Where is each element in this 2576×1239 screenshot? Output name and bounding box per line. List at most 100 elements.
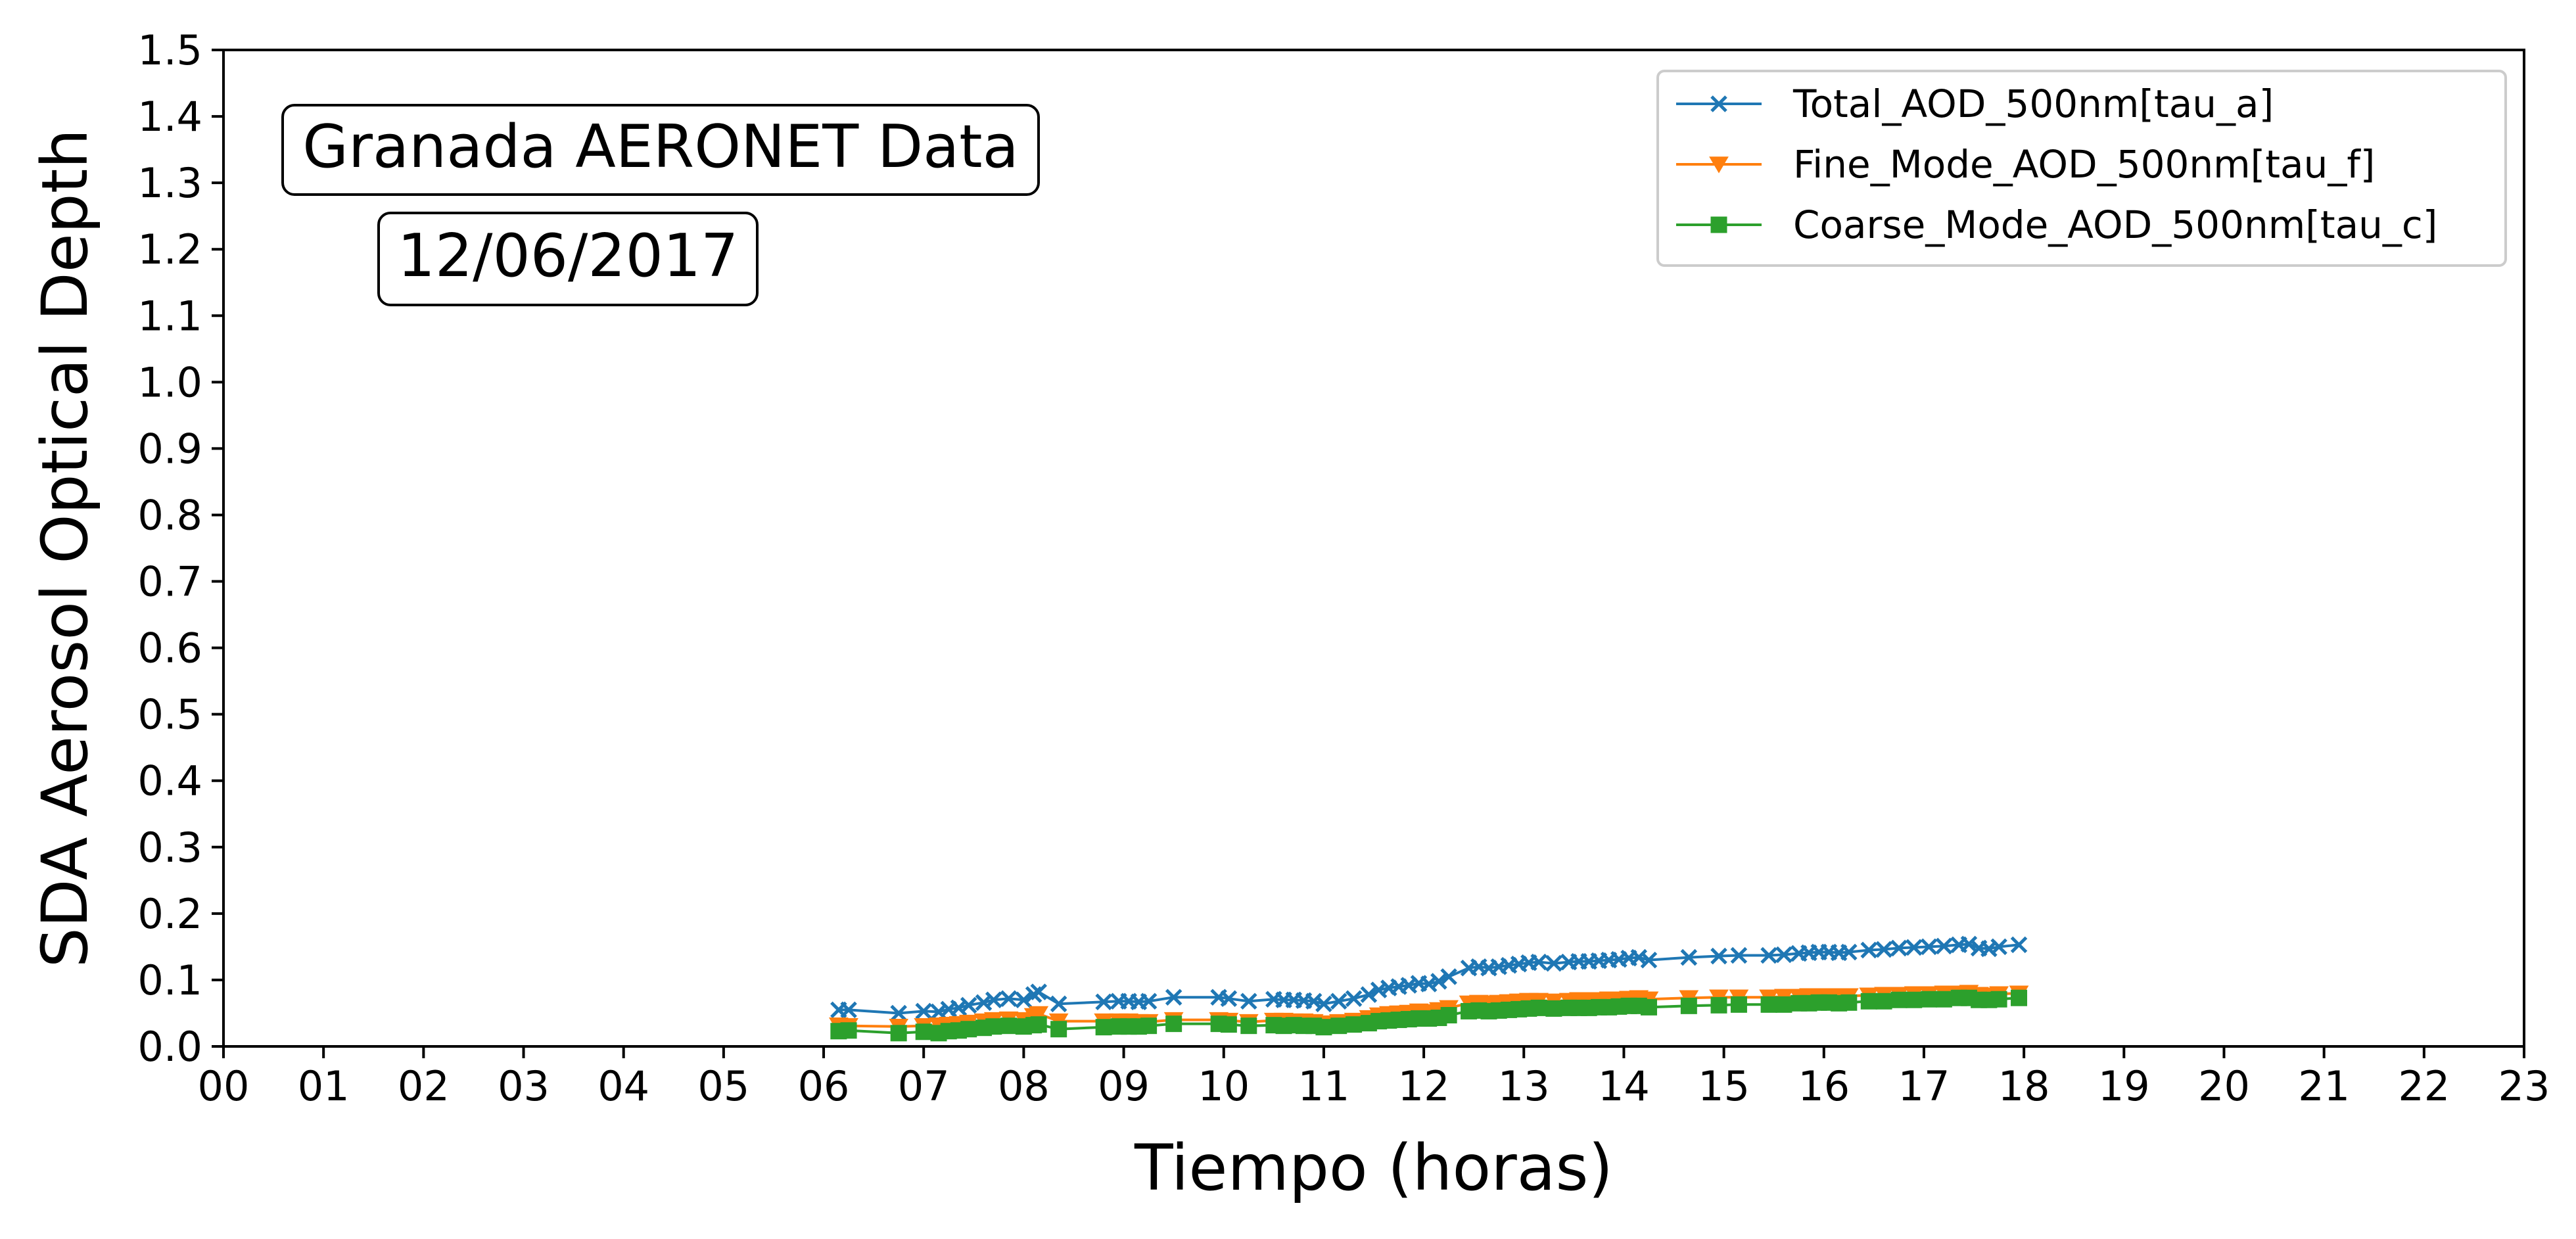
x-tick-label: 02 <box>398 1062 450 1110</box>
x-tick-label: 23 <box>2498 1062 2550 1110</box>
y-tick-label: 1.1 <box>137 292 202 340</box>
data-point-total-aod-500nm-tau-a <box>1330 993 1347 1010</box>
data-point-total-aod-500nm-tau-a <box>2010 936 2028 954</box>
data-point-coarse-mode-aod-500nm-tau-c <box>1760 996 1777 1013</box>
data-point-total-aod-500nm-tau-a <box>1095 993 1112 1011</box>
x-tick-label: 04 <box>597 1062 649 1110</box>
y-tick-label: 1.5 <box>137 26 202 74</box>
data-point-coarse-mode-aod-500nm-tau-c <box>1990 991 2007 1008</box>
legend-item-fine-mode-aod-500nm-tau-f: Fine_Mode_AOD_500nm[tau_f] <box>1676 142 2375 187</box>
data-point-coarse-mode-aod-500nm-tau-c <box>1440 1006 1457 1023</box>
y-tick-label: 1.4 <box>137 93 202 141</box>
data-point-total-aod-500nm-tau-a <box>840 1001 857 1019</box>
x-tick-label: 18 <box>1998 1062 2050 1110</box>
legend-item-total-aod-500nm-tau-a: Total_AOD_500nm[tau_a] <box>1676 82 2274 126</box>
x-tick-label: 09 <box>1098 1062 1150 1110</box>
data-point-coarse-mode-aod-500nm-tau-c <box>1545 1000 1562 1017</box>
data-point-total-aod-500nm-tau-a <box>1140 993 1158 1010</box>
annotation-date-box <box>377 212 759 306</box>
data-point-total-aod-500nm-tau-a <box>1050 995 1067 1013</box>
legend-marker <box>1710 216 1727 233</box>
data-point-total-aod-500nm-tau-a <box>1840 943 1858 961</box>
data-point-coarse-mode-aod-500nm-tau-c <box>1050 1021 1067 1038</box>
data-point-total-aod-500nm-tau-a <box>1000 990 1018 1007</box>
data-point-total-aod-500nm-tau-a <box>1030 983 1047 1000</box>
data-point-total-aod-500nm-tau-a <box>1680 948 1698 966</box>
data-point-total-aod-500nm-tau-a <box>1440 968 1457 985</box>
x-tick-label: 12 <box>1398 1062 1450 1110</box>
data-point-total-aod-500nm-tau-a <box>1875 941 1892 958</box>
series-coarse-mode-aod-500nm-tau-c <box>830 989 2028 1042</box>
x-tick-label: 03 <box>498 1062 550 1110</box>
data-point-coarse-mode-aod-500nm-tau-c <box>1875 993 1892 1010</box>
x-tick-label: 17 <box>1898 1062 1950 1110</box>
y-tick-label: 0.4 <box>137 757 202 805</box>
series-layer <box>828 935 2029 1042</box>
data-point-total-aod-500nm-tau-a <box>890 1004 907 1022</box>
data-point-total-aod-500nm-tau-a <box>1220 990 1238 1007</box>
x-tick-label: 14 <box>1598 1062 1650 1110</box>
y-tick-label: 0.1 <box>137 956 202 1004</box>
data-point-total-aod-500nm-tau-a <box>1935 937 1953 955</box>
legend-label: Total_AOD_500nm[tau_a] <box>1792 82 2274 126</box>
x-tick-label: 13 <box>1498 1062 1550 1110</box>
x-tick-label: 15 <box>1698 1062 1750 1110</box>
x-tick-label: 16 <box>1798 1062 1850 1110</box>
data-point-total-aod-500nm-tau-a <box>1730 947 1748 964</box>
x-tick-label: 20 <box>2198 1062 2250 1110</box>
y-axis-title: SDA Aerosol Optical Depth <box>28 129 102 968</box>
y-tick-label: 1.3 <box>137 159 202 207</box>
data-point-coarse-mode-aod-500nm-tau-c <box>1921 991 1938 1008</box>
y-tick-label: 0.6 <box>137 624 202 672</box>
data-point-total-aod-500nm-tau-a <box>1165 989 1183 1006</box>
data-point-coarse-mode-aod-500nm-tau-c <box>1840 994 1858 1011</box>
data-point-coarse-mode-aod-500nm-tau-c <box>1730 996 1747 1013</box>
x-tick-label: 00 <box>198 1062 250 1110</box>
data-point-total-aod-500nm-tau-a <box>1890 939 1908 957</box>
series-total-aod-500nm-tau-a <box>830 935 2028 1022</box>
data-point-coarse-mode-aod-500nm-tau-c <box>840 1022 857 1039</box>
data-point-coarse-mode-aod-500nm-tau-c <box>960 1021 977 1038</box>
data-point-total-aod-500nm-tau-a <box>1345 990 1363 1007</box>
legend-marker <box>1709 156 1729 174</box>
data-point-coarse-mode-aod-500nm-tau-c <box>1710 996 1727 1014</box>
data-point-coarse-mode-aod-500nm-tau-c <box>1530 999 1547 1016</box>
x-tick-label: 22 <box>2398 1062 2450 1110</box>
data-point-coarse-mode-aod-500nm-tau-c <box>915 1023 932 1040</box>
y-tick-label: 0.0 <box>137 1023 202 1071</box>
data-point-total-aod-500nm-tau-a <box>1315 995 1332 1013</box>
data-point-total-aod-500nm-tau-a <box>1860 941 1878 959</box>
data-point-coarse-mode-aod-500nm-tau-c <box>1095 1019 1112 1036</box>
data-point-coarse-mode-aod-500nm-tau-c <box>1775 996 1792 1013</box>
x-tick-label: 07 <box>898 1062 950 1110</box>
annotation-date-text: 12/06/2017 <box>398 222 739 291</box>
x-axis-title: Tiempo (horas) <box>1134 1131 1613 1205</box>
data-point-total-aod-500nm-tau-a <box>1640 951 1658 969</box>
data-point-coarse-mode-aod-500nm-tau-c <box>2011 989 2028 1006</box>
y-tick-label: 0.7 <box>137 558 202 606</box>
data-point-total-aod-500nm-tau-a <box>1015 991 1033 1009</box>
data-point-total-aod-500nm-tau-a <box>1775 946 1792 964</box>
plot-frame <box>222 49 2525 1048</box>
data-point-total-aod-500nm-tau-a <box>1360 986 1378 1003</box>
ticks-layer: 00 01 02 03 04 05 06 07 08 09 10 11 12 13 14 15 16 17 18 19… <box>137 26 2550 1110</box>
data-point-coarse-mode-aod-500nm-tau-c <box>1240 1017 1257 1035</box>
y-tick-label: 0.2 <box>137 890 202 938</box>
x-tick-label: 11 <box>1298 1062 1349 1110</box>
series-line-total-aod-500nm-tau-a <box>838 943 2019 1015</box>
legend-label: Fine_Mode_AOD_500nm[tau_f] <box>1793 142 2375 187</box>
legend-marker <box>1710 95 1727 112</box>
x-tick-label: 01 <box>298 1062 350 1110</box>
y-tick-label: 0.8 <box>137 491 202 539</box>
y-tick-label: 0.3 <box>137 824 202 872</box>
x-tick-label: 19 <box>2098 1062 2150 1110</box>
y-tick-label: 1.0 <box>137 358 202 406</box>
x-tick-label: 06 <box>798 1062 850 1110</box>
data-point-total-aod-500nm-tau-a <box>1430 973 1447 990</box>
data-point-total-aod-500nm-tau-a <box>985 991 1002 1009</box>
data-point-coarse-mode-aod-500nm-tau-c <box>1935 991 1952 1008</box>
data-point-coarse-mode-aod-500nm-tau-c <box>1640 998 1657 1016</box>
data-point-coarse-mode-aod-500nm-tau-c <box>985 1018 1002 1035</box>
